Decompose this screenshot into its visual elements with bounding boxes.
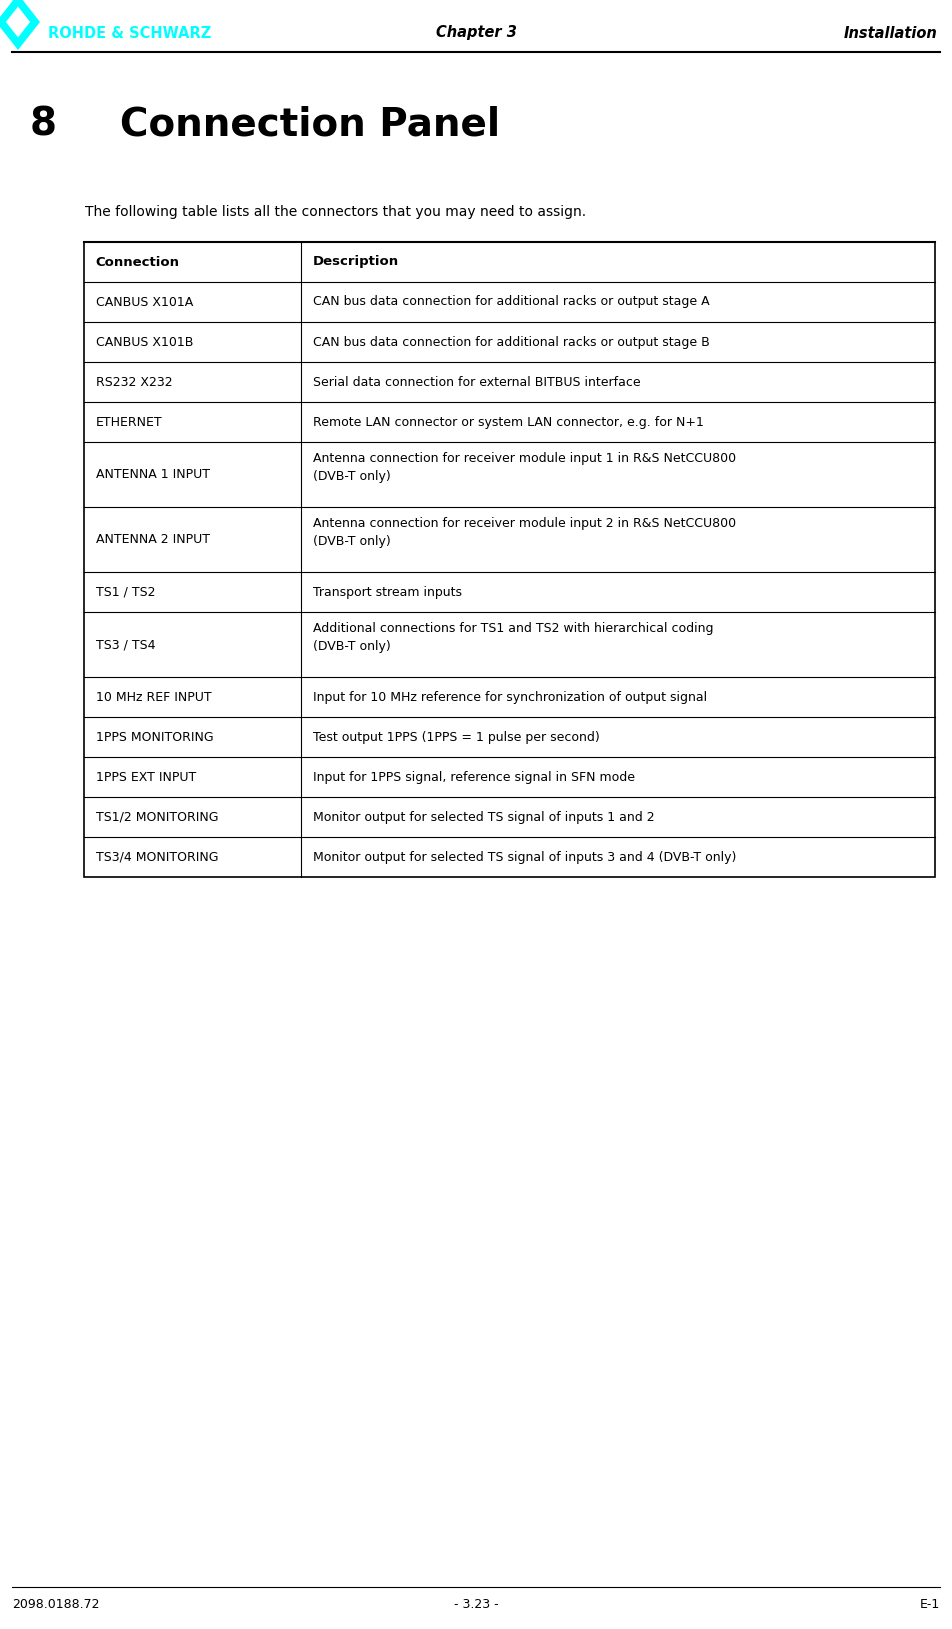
Text: ROHDE & SCHWARZ: ROHDE & SCHWARZ bbox=[48, 26, 211, 41]
Text: Installation: Installation bbox=[843, 26, 937, 41]
Text: Input for 10 MHz reference for synchronization of output signal: Input for 10 MHz reference for synchroni… bbox=[313, 691, 707, 704]
Text: Remote LAN connector or system LAN connector, e.g. for N+1: Remote LAN connector or system LAN conne… bbox=[313, 415, 704, 428]
Text: TS1/2 MONITORING: TS1/2 MONITORING bbox=[96, 811, 218, 824]
Text: CAN bus data connection for additional racks or output stage A: CAN bus data connection for additional r… bbox=[313, 295, 709, 308]
Text: Antenna connection for receiver module input 2 in R&S NetCCU800
(DVB-T only): Antenna connection for receiver module i… bbox=[313, 516, 736, 547]
Text: RS232 X232: RS232 X232 bbox=[96, 376, 172, 388]
Text: CANBUS X101A: CANBUS X101A bbox=[96, 295, 193, 308]
Text: The following table lists all the connectors that you may need to assign.: The following table lists all the connec… bbox=[85, 205, 586, 218]
Text: ANTENNA 1 INPUT: ANTENNA 1 INPUT bbox=[96, 468, 209, 481]
Text: E-1: E-1 bbox=[920, 1598, 940, 1611]
Text: TS1 / TS2: TS1 / TS2 bbox=[96, 585, 155, 598]
Text: 10 MHz REF INPUT: 10 MHz REF INPUT bbox=[96, 691, 211, 704]
Text: CANBUS X101B: CANBUS X101B bbox=[96, 336, 193, 349]
Text: ETHERNET: ETHERNET bbox=[96, 415, 163, 428]
Text: 1PPS MONITORING: 1PPS MONITORING bbox=[96, 730, 213, 743]
Bar bbox=[84, 243, 935, 876]
Text: 8: 8 bbox=[30, 104, 57, 143]
Text: Description: Description bbox=[313, 256, 399, 269]
Text: Chapter 3: Chapter 3 bbox=[436, 26, 516, 41]
Text: CAN bus data connection for additional racks or output stage B: CAN bus data connection for additional r… bbox=[313, 336, 709, 349]
Text: Monitor output for selected TS signal of inputs 1 and 2: Monitor output for selected TS signal of… bbox=[313, 811, 654, 824]
Polygon shape bbox=[6, 7, 30, 37]
Text: Antenna connection for receiver module input 1 in R&S NetCCU800
(DVB-T only): Antenna connection for receiver module i… bbox=[313, 451, 736, 484]
Text: Monitor output for selected TS signal of inputs 3 and 4 (DVB-T only): Monitor output for selected TS signal of… bbox=[313, 850, 736, 863]
Text: Transport stream inputs: Transport stream inputs bbox=[313, 585, 462, 598]
Text: TS3 / TS4: TS3 / TS4 bbox=[96, 639, 155, 652]
Text: Additional connections for TS1 and TS2 with hierarchical coding
(DVB-T only): Additional connections for TS1 and TS2 w… bbox=[313, 622, 713, 653]
Text: Input for 1PPS signal, reference signal in SFN mode: Input for 1PPS signal, reference signal … bbox=[313, 771, 635, 784]
Text: Test output 1PPS (1PPS = 1 pulse per second): Test output 1PPS (1PPS = 1 pulse per sec… bbox=[313, 730, 600, 743]
Text: Serial data connection for external BITBUS interface: Serial data connection for external BITB… bbox=[313, 376, 641, 388]
Text: TS3/4 MONITORING: TS3/4 MONITORING bbox=[96, 850, 218, 863]
Text: Connection Panel: Connection Panel bbox=[120, 104, 500, 143]
Text: - 3.23 -: - 3.23 - bbox=[454, 1598, 498, 1611]
Text: 2098.0188.72: 2098.0188.72 bbox=[12, 1598, 100, 1611]
Text: ANTENNA 2 INPUT: ANTENNA 2 INPUT bbox=[96, 533, 209, 546]
Polygon shape bbox=[0, 0, 40, 50]
Text: Connection: Connection bbox=[96, 256, 180, 269]
Text: 1PPS EXT INPUT: 1PPS EXT INPUT bbox=[96, 771, 196, 784]
